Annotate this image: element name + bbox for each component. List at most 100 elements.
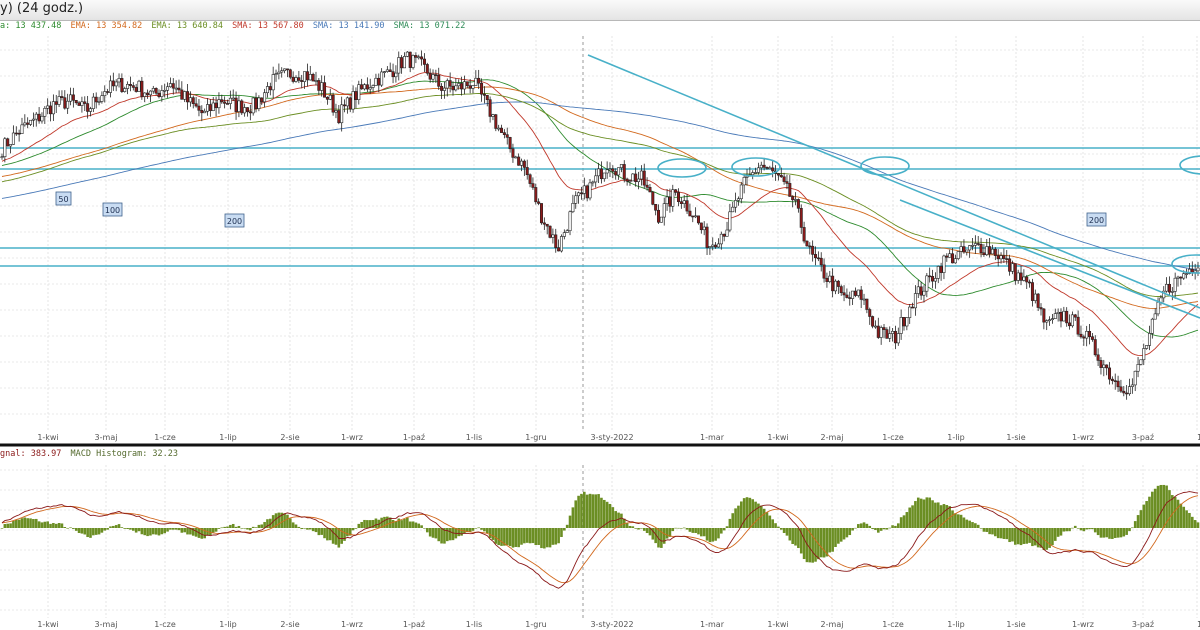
- ma-label-200-right: 200: [1086, 212, 1107, 227]
- histogram-bar: [94, 528, 98, 535]
- legend-histogram: MACD Histogram: 32.23: [70, 449, 179, 459]
- candle-up: [711, 244, 715, 247]
- candle-down: [805, 240, 809, 247]
- histogram-bar: [908, 507, 912, 528]
- histogram-bar: [63, 527, 67, 528]
- histogram-bar: [982, 528, 986, 532]
- breakout-ellipse: [657, 158, 707, 178]
- candle-up: [211, 102, 215, 111]
- candle-down: [1093, 339, 1097, 356]
- histogram-bar: [465, 528, 469, 533]
- histogram-bar: [1056, 528, 1060, 537]
- histogram-bar: [1165, 485, 1168, 528]
- candle-up: [457, 83, 461, 87]
- histogram-bar: [896, 523, 900, 528]
- histogram-bar: [782, 528, 786, 533]
- price-x-tick-label: 1-cze: [882, 433, 904, 442]
- histogram-bar: [477, 527, 480, 529]
- histogram-bar: [420, 525, 423, 528]
- histogram-bar: [954, 513, 957, 528]
- legend-sma-3: SMA: 13 071.22: [393, 21, 466, 31]
- macd-x-tick-label: 2-sie: [280, 620, 299, 629]
- candle-down: [83, 101, 87, 104]
- histogram-bar: [154, 528, 158, 535]
- candle-up: [742, 177, 746, 186]
- candle-up: [46, 105, 50, 109]
- histogram-bar: [739, 501, 743, 528]
- ma-label-50: 50: [55, 191, 72, 206]
- candle-down: [297, 77, 301, 81]
- histogram-bar: [588, 493, 592, 528]
- histogram-bar: [183, 528, 186, 533]
- candle-up: [188, 97, 192, 103]
- ma-labels: 50 100 200 200: [55, 191, 1107, 228]
- histogram-bar: [43, 521, 47, 528]
- histogram-bar: [988, 528, 991, 535]
- candle-up: [520, 160, 524, 166]
- sma-200-line: [1, 101, 1199, 271]
- histogram-bar: [637, 528, 640, 530]
- histogram-bar: [503, 528, 506, 546]
- candle-up: [1196, 267, 1200, 272]
- candle-down: [951, 253, 955, 264]
- histogram-bar: [488, 528, 492, 538]
- candle-up: [591, 181, 595, 184]
- price-x-tick-label: 1-sie: [1006, 433, 1025, 442]
- histogram-bar: [3, 524, 7, 528]
- candle-up: [1139, 359, 1143, 365]
- histogram-bar: [871, 528, 874, 529]
- candle-up: [639, 170, 643, 180]
- candle-down: [388, 69, 392, 72]
- histogram-bar: [263, 522, 266, 528]
- candle-up: [617, 167, 621, 176]
- candle-up: [739, 184, 743, 200]
- histogram-bar: [1065, 528, 1068, 532]
- histogram-bar: [936, 502, 940, 528]
- candle-down: [131, 85, 135, 88]
- candle-up: [913, 293, 917, 309]
- candle-down: [391, 71, 395, 78]
- candle-up: [1102, 364, 1106, 368]
- histogram-bar: [934, 502, 937, 528]
- candle-up: [462, 81, 466, 90]
- macd-pane: 1-kwi 3-maj 1-cze 1-lip 2-sie 1-wrz 1-paź 1-lis…: [0, 465, 1200, 629]
- histogram-bar: [597, 494, 600, 528]
- candle-down: [931, 276, 935, 282]
- candle-up: [565, 230, 569, 233]
- candle-up: [174, 87, 178, 90]
- candle-up: [3, 138, 7, 158]
- histogram-bar: [1002, 528, 1006, 539]
- histogram-bar: [551, 528, 555, 545]
- candle-up: [1070, 314, 1074, 327]
- candle-up: [682, 200, 686, 204]
- histogram-bar: [6, 523, 10, 528]
- histogram-bar: [834, 528, 837, 548]
- candle-down: [448, 80, 452, 87]
- histogram-bar: [1076, 528, 1080, 529]
- ma-label-100: 100: [102, 202, 123, 217]
- candle-up: [574, 195, 578, 204]
- breakout-ellipses: [657, 155, 1200, 274]
- histogram-bar: [1045, 528, 1049, 550]
- histogram-bar: [791, 528, 794, 544]
- candle-up: [716, 243, 720, 248]
- histogram-bar: [257, 524, 261, 528]
- candle-up: [942, 255, 946, 273]
- histogram-bar: [805, 528, 809, 563]
- price-x-tick-label: 1-lip: [219, 433, 237, 442]
- histogram-bar: [996, 528, 1000, 539]
- histogram-bar: [1108, 528, 1111, 539]
- histogram-bar: [468, 528, 472, 532]
- candle-down: [14, 132, 18, 135]
- candle-down: [868, 309, 872, 317]
- candle-down: [408, 51, 412, 68]
- histogram-bar: [1068, 528, 1071, 532]
- histogram-bar: [1176, 499, 1180, 528]
- histogram-bar: [899, 517, 903, 528]
- histogram-bar: [859, 523, 863, 528]
- histogram-bar: [608, 503, 612, 528]
- histogram-bar: [819, 528, 823, 558]
- candle-down: [414, 55, 418, 58]
- candle-down: [893, 330, 897, 344]
